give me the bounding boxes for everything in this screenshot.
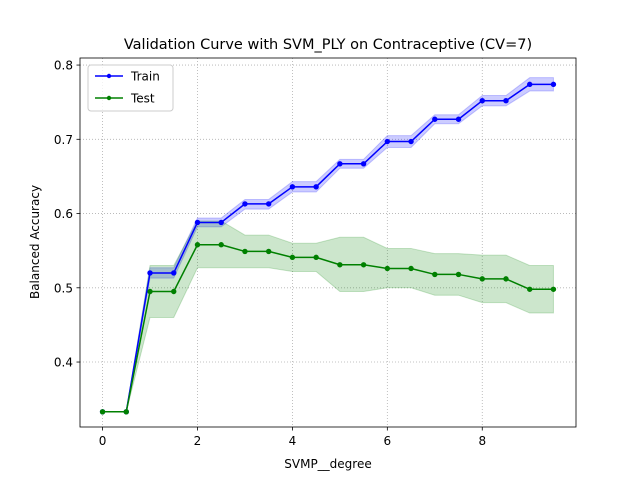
data-point-train bbox=[242, 201, 248, 207]
legend: Train Test bbox=[87, 64, 174, 112]
data-point-test bbox=[550, 286, 557, 292]
chart-title: Validation Curve with SVM_PLY on Contrac… bbox=[124, 37, 532, 53]
data-point-train bbox=[360, 161, 367, 167]
data-point-train bbox=[147, 270, 153, 276]
x-tick-label: 2 bbox=[194, 434, 202, 448]
data-point-test bbox=[432, 271, 438, 278]
x-tick-label: 8 bbox=[478, 434, 486, 448]
data-point-test bbox=[289, 254, 296, 261]
data-point-test bbox=[360, 262, 367, 268]
data-point-train bbox=[289, 184, 296, 190]
series-line-test bbox=[102, 243, 554, 413]
data-point-train bbox=[408, 138, 414, 145]
data-point-test bbox=[171, 288, 177, 295]
data-point-test bbox=[123, 409, 129, 415]
series-line-train bbox=[102, 83, 554, 413]
data-point-test bbox=[313, 254, 319, 261]
data-point-test bbox=[527, 286, 533, 292]
line-layer bbox=[99, 81, 557, 415]
data-point-test bbox=[242, 248, 248, 255]
y-tick-label: 0.5 bbox=[54, 281, 73, 295]
data-point-train bbox=[432, 116, 438, 122]
data-point-test bbox=[147, 288, 153, 295]
x-axis-label: SVMP__degree bbox=[284, 457, 371, 471]
data-point-train bbox=[194, 219, 201, 226]
legend-marker-test bbox=[106, 95, 112, 101]
y-tick-label: 0.8 bbox=[54, 59, 73, 73]
data-point-train bbox=[313, 184, 319, 190]
data-point-test bbox=[503, 276, 509, 282]
data-point-train bbox=[479, 97, 485, 104]
data-point-test bbox=[265, 248, 272, 255]
data-point-train bbox=[171, 270, 177, 276]
data-point-train bbox=[384, 138, 391, 145]
data-point-test bbox=[194, 242, 201, 248]
y-tick-label: 0.6 bbox=[54, 207, 73, 221]
data-point-test bbox=[384, 265, 391, 272]
data-point-train bbox=[550, 81, 557, 88]
data-point-train bbox=[218, 219, 224, 226]
x-tick-label: 0 bbox=[99, 434, 107, 448]
data-point-test bbox=[218, 242, 224, 248]
data-point-test bbox=[99, 409, 106, 415]
x-tick-label: 4 bbox=[289, 434, 297, 448]
x-tick-label: 6 bbox=[384, 434, 392, 448]
axes-layer: 0 2 4 6 8 0.4 0.5 0.6 0.7 0.8 bbox=[54, 57, 577, 448]
legend-label-test: Test bbox=[130, 92, 155, 106]
legend-label-train: Train bbox=[130, 70, 160, 84]
y-tick-label: 0.4 bbox=[54, 356, 73, 370]
plot-frame bbox=[79, 57, 577, 428]
data-point-train bbox=[265, 201, 272, 207]
data-point-train bbox=[503, 97, 509, 104]
data-point-train bbox=[527, 81, 533, 88]
y-tick-label: 0.7 bbox=[54, 133, 73, 147]
data-point-test bbox=[455, 271, 462, 278]
data-point-test bbox=[479, 276, 485, 282]
data-point-train bbox=[337, 161, 343, 167]
data-point-test bbox=[337, 262, 343, 268]
y-axis-label: Balanced Accuracy bbox=[28, 185, 42, 299]
data-point-test bbox=[408, 265, 414, 272]
data-point-train bbox=[455, 116, 462, 122]
legend-marker-train bbox=[106, 73, 112, 79]
